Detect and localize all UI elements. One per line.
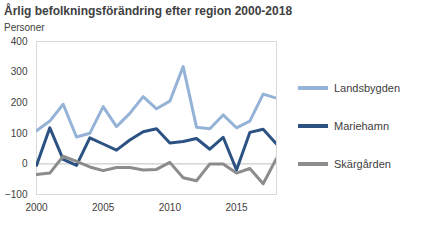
svg-text:200: 200 <box>11 97 28 108</box>
html-text:Personer: Personer <box>4 22 45 33</box>
svg-text:2005: 2005 <box>92 202 115 213</box>
svg-text:2015: 2015 <box>225 202 248 213</box>
html-text:Årlig befolkningsförändring ef: Årlig befolkningsförändring efter region… <box>4 4 293 18</box>
svg-text:2000: 2000 <box>25 202 48 213</box>
html-text:Skärgården: Skärgården <box>334 157 391 170</box>
svg-text:300: 300 <box>11 66 28 77</box>
svg-text:400: 400 <box>11 36 28 47</box>
svg-text:2010: 2010 <box>159 202 182 213</box>
html-text:Mariehamn: Mariehamn <box>334 119 389 132</box>
svg-text:0: 0 <box>22 158 28 169</box>
svg-text:100: 100 <box>11 128 28 139</box>
svg-text:−100: −100 <box>5 189 28 200</box>
html-text:Landsbygden: Landsbygden <box>334 81 401 94</box>
